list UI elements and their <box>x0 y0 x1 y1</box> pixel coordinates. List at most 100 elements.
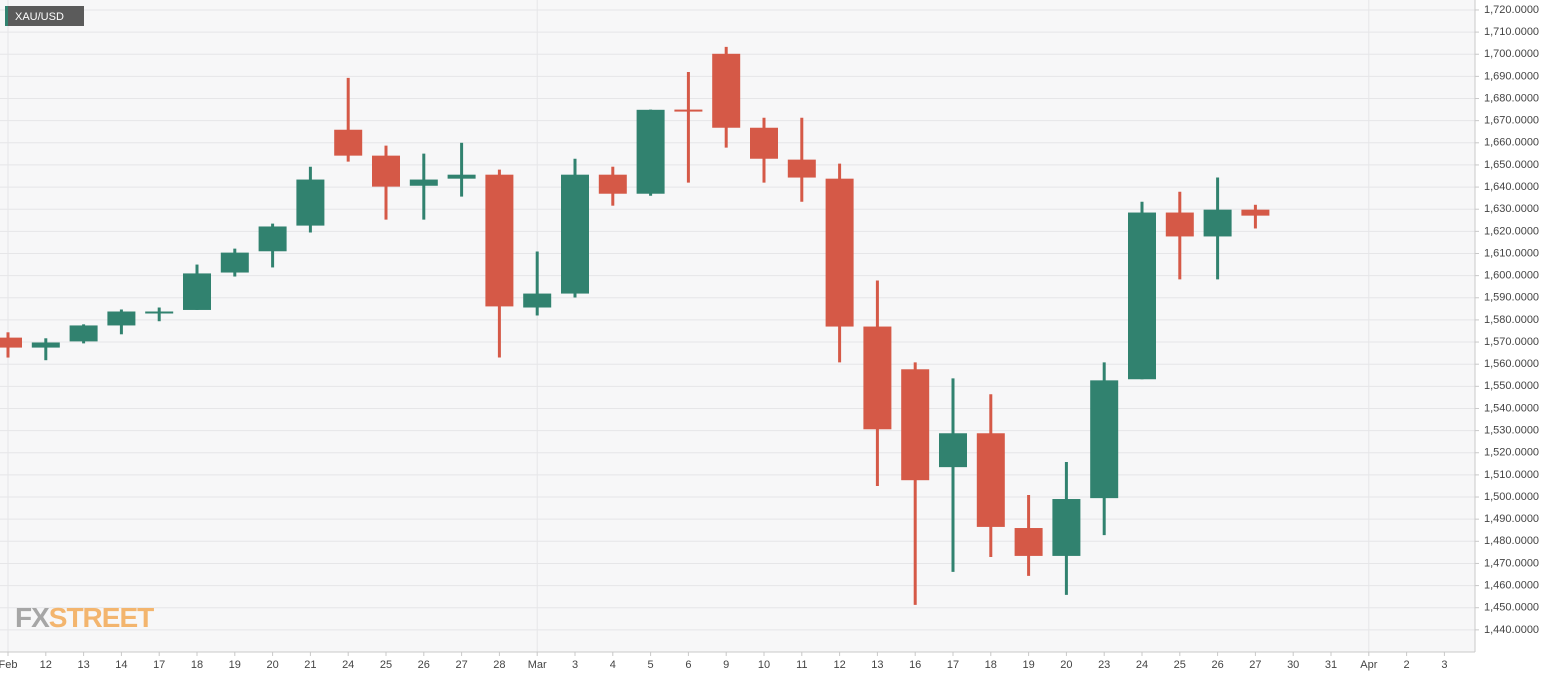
x-tick-label: 17 <box>947 659 959 671</box>
x-tick-label: 27 <box>1249 659 1261 671</box>
y-tick-label: 1,470.0000 <box>1484 557 1539 569</box>
candle-body <box>750 127 778 159</box>
y-tick-label: 1,710.0000 <box>1484 26 1539 38</box>
y-tick-label: 1,620.0000 <box>1484 225 1539 237</box>
x-tick-label: 3 <box>572 659 578 671</box>
candle-body <box>1128 212 1156 380</box>
watermark: FXSTREET <box>15 602 154 633</box>
candle-body <box>1090 380 1119 499</box>
x-tick-label: 13 <box>871 659 883 671</box>
y-tick-label: 1,540.0000 <box>1484 402 1539 414</box>
candle-body <box>901 369 930 481</box>
candle-body <box>636 109 665 194</box>
x-tick-label: 13 <box>77 659 89 671</box>
x-tick-label: 12 <box>40 659 52 671</box>
x-tick-label: 11 <box>796 659 807 671</box>
candle-body <box>1203 209 1232 237</box>
x-tick-label: 20 <box>1060 659 1072 671</box>
candle-body <box>1014 528 1043 556</box>
y-tick-label: 1,530.0000 <box>1484 425 1539 437</box>
candle-body <box>409 179 438 186</box>
candle-body <box>107 311 136 326</box>
y-tick-label: 1,660.0000 <box>1484 137 1539 149</box>
x-tick-label: 28 <box>493 659 505 671</box>
candle-body <box>1165 212 1194 237</box>
candle-body <box>485 174 514 307</box>
x-tick-label: 16 <box>909 659 921 671</box>
candle-body <box>183 273 211 310</box>
candle-body <box>0 337 22 348</box>
candle-body <box>976 433 1005 527</box>
x-tick-label: 20 <box>266 659 278 671</box>
x-tick-label: 12 <box>833 659 845 671</box>
grid <box>0 0 1475 652</box>
legend-label: XAU/USD <box>15 11 64 23</box>
x-tick-label: 17 <box>153 659 165 671</box>
y-tick-label: 1,480.0000 <box>1484 535 1539 547</box>
x-tick-label: Mar <box>528 659 547 671</box>
candle-body <box>561 174 589 294</box>
x-tick-label: 3 <box>1441 659 1447 671</box>
x-tick-label: 18 <box>191 659 203 671</box>
y-tick-label: 1,670.0000 <box>1484 115 1539 127</box>
legend: XAU/USD <box>5 6 84 26</box>
candle-body <box>334 129 363 156</box>
x-tick-label: 14 <box>115 659 127 671</box>
candle-body <box>825 178 854 327</box>
y-tick-label: 1,440.0000 <box>1484 624 1539 636</box>
candle-body <box>787 159 816 178</box>
x-tick-label: 5 <box>648 659 654 671</box>
x-tick-label: 9 <box>723 659 729 671</box>
candle-body <box>939 433 967 468</box>
y-tick-label: 1,570.0000 <box>1484 336 1539 348</box>
x-tick-label: 24 <box>1136 659 1148 671</box>
x-tick-label: 25 <box>1174 659 1186 671</box>
y-tick-label: 1,490.0000 <box>1484 513 1539 525</box>
y-tick-label: 1,460.0000 <box>1484 579 1539 591</box>
candle-body <box>447 174 476 179</box>
candle-body <box>220 252 249 273</box>
y-tick-label: 1,720.0000 <box>1484 4 1539 16</box>
candle-body <box>674 109 703 112</box>
x-tick-label: 25 <box>380 659 392 671</box>
x-tick-label: 10 <box>758 659 770 671</box>
x-tick-label: 19 <box>229 659 241 671</box>
candle-body <box>863 326 892 430</box>
x-tick-label: 23 <box>1098 659 1110 671</box>
candle-body <box>523 293 552 308</box>
x-tick-label: 26 <box>418 659 430 671</box>
candle-body <box>598 174 627 194</box>
x-tick-label: 31 <box>1325 659 1337 671</box>
candle-body <box>1052 499 1081 556</box>
x-tick-label: 4 <box>610 659 616 671</box>
watermark-suffix: STREET <box>49 602 154 633</box>
y-tick-label: 1,580.0000 <box>1484 314 1539 326</box>
legend-box <box>5 6 84 26</box>
y-tick-label: 1,520.0000 <box>1484 447 1539 459</box>
candle-body <box>372 155 400 187</box>
y-tick-label: 1,450.0000 <box>1484 602 1539 614</box>
watermark-prefix: FX <box>15 602 50 633</box>
x-tick-label: 2 <box>1404 659 1410 671</box>
x-tick-label: 6 <box>685 659 691 671</box>
candle-body <box>69 325 98 342</box>
y-tick-label: 1,550.0000 <box>1484 380 1539 392</box>
candle-body <box>258 226 287 252</box>
y-tick-label: 1,690.0000 <box>1484 70 1539 82</box>
candles <box>0 46 1270 605</box>
candle-body <box>31 342 60 348</box>
candle-body <box>1241 209 1270 216</box>
x-tick-label: 21 <box>304 659 316 671</box>
candle-body <box>296 179 325 226</box>
x-tick-label: 26 <box>1211 659 1223 671</box>
x-tick-label: Feb <box>0 659 17 671</box>
y-tick-label: 1,500.0000 <box>1484 491 1539 503</box>
y-tick-label: 1,680.0000 <box>1484 92 1539 104</box>
y-tick-label: 1,640.0000 <box>1484 181 1539 193</box>
x-tick-label: 18 <box>985 659 997 671</box>
x-tick-label: 27 <box>455 659 467 671</box>
x-tick-label: Apr <box>1360 659 1377 671</box>
y-tick-label: 1,590.0000 <box>1484 292 1539 304</box>
y-tick-label: 1,510.0000 <box>1484 469 1539 481</box>
